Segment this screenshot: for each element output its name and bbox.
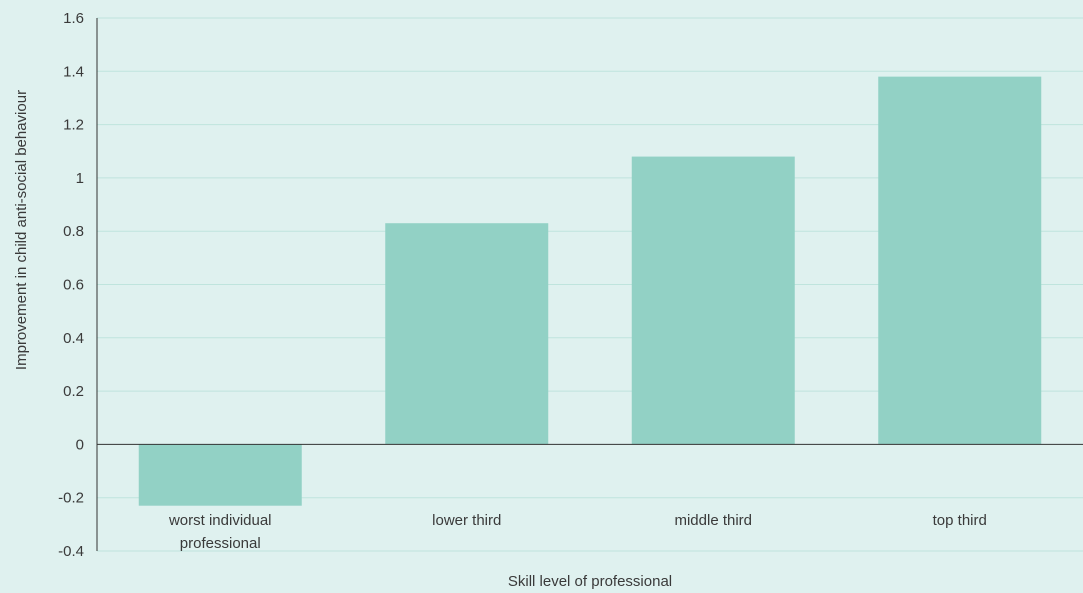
y-axis-title: Improvement in child anti-social behavio… xyxy=(13,90,30,370)
x-axis-title: Skill level of professional xyxy=(508,573,672,590)
category-label: middle third xyxy=(674,512,752,529)
y-tick-label: -0.4 xyxy=(58,543,84,560)
category-label: top third xyxy=(933,512,987,529)
y-tick-label: 0 xyxy=(76,436,84,453)
y-tick-label: -0.2 xyxy=(58,490,84,507)
y-tick-labels: -0.4 -0.2 0 0.2 0.4 0.6 0.8 1 1.2 1.4 1.6 xyxy=(58,10,84,560)
bars xyxy=(138,76,1042,506)
y-tick-label: 1.4 xyxy=(63,63,84,80)
category-label: lower third xyxy=(432,512,501,529)
category-labels: worst individual professional lower third m… xyxy=(168,512,987,552)
y-tick-label: 1.6 xyxy=(63,10,84,27)
y-tick-label: 1 xyxy=(76,170,84,187)
axes xyxy=(96,18,1083,551)
category-label: worst individual professional xyxy=(168,512,272,552)
bar xyxy=(631,156,795,445)
bar xyxy=(878,76,1042,445)
y-tick-label: 0.8 xyxy=(63,223,84,240)
bar xyxy=(138,444,302,506)
y-tick-label: 0.4 xyxy=(63,330,84,347)
y-tick-label: 1.2 xyxy=(63,117,84,134)
y-tick-label: 0.6 xyxy=(63,277,84,294)
y-tick-label: 0.2 xyxy=(63,383,84,400)
bar xyxy=(385,223,549,445)
